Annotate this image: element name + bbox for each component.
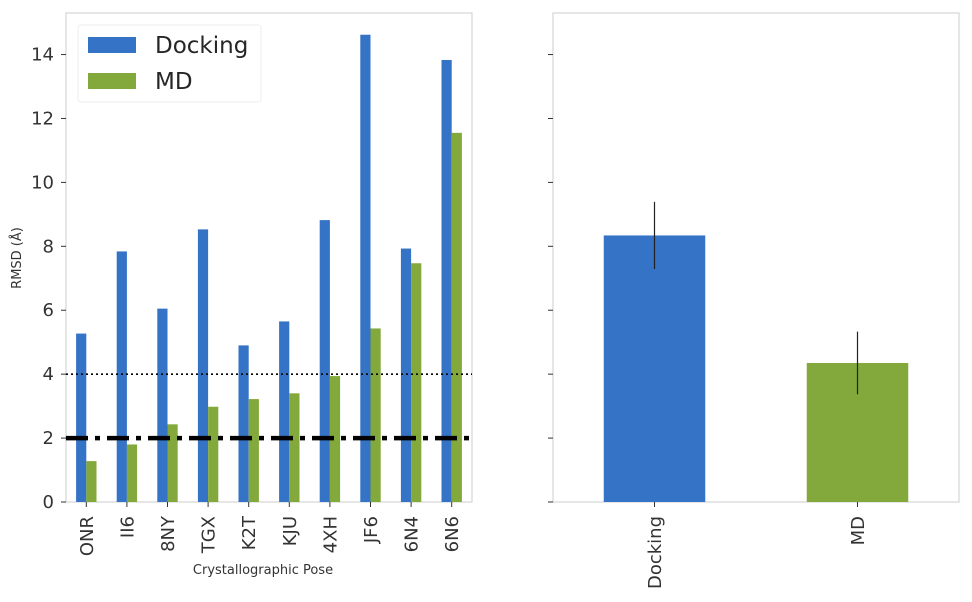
y-axis-title: RMSD (Å) <box>9 227 25 289</box>
y-tick-label: 12 <box>31 108 54 129</box>
y-tick-label: 8 <box>43 236 54 257</box>
y-tick-label: 4 <box>43 364 54 385</box>
y-tick-label: 0 <box>43 492 54 513</box>
y-tick-label: 2 <box>43 428 54 449</box>
docking-bar <box>157 308 168 502</box>
md-bar <box>451 132 462 502</box>
legend-swatch-docking <box>88 37 136 53</box>
x-tick-label: 4XH <box>320 516 341 553</box>
x-tick-label: 6N4 <box>402 516 423 552</box>
md-bar <box>329 376 341 502</box>
docking-bar <box>319 220 330 502</box>
legend-label: Docking <box>155 33 248 59</box>
docking-bar <box>116 251 127 502</box>
docking-bar <box>360 34 371 502</box>
x-tick-label: II6 <box>117 516 138 538</box>
md-bar <box>289 393 300 502</box>
docking-mean-bar <box>603 235 706 502</box>
docking-bar <box>441 59 452 502</box>
md-bar <box>370 328 381 502</box>
left-chart-panel: 0 2 4 6 8 10 12 14 ONR II6 8NY TGX K2T KJU 4XH JF6 6N4 6N… <box>9 12 473 578</box>
docking-bar <box>400 248 412 502</box>
y-tick-label: 14 <box>31 45 54 66</box>
x-tick-label: K2T <box>239 515 260 550</box>
x-tick-label: JF6 <box>361 516 382 544</box>
md-bar <box>411 263 422 502</box>
docking-bar <box>197 229 209 502</box>
md-bar <box>126 444 138 502</box>
md-bar <box>167 424 178 502</box>
docking-bar <box>76 333 87 502</box>
x-tick-label: ONR <box>77 516 98 556</box>
x-tick-label: Docking <box>645 516 666 589</box>
md-bar <box>208 406 219 502</box>
right-chart-panel: Docking MD <box>548 12 960 589</box>
legend: Docking MD <box>77 24 262 103</box>
docking-bar <box>238 345 249 502</box>
x-tick-label: MD <box>848 516 869 545</box>
legend-label: MD <box>155 69 193 95</box>
x-tick-label: KJU <box>280 516 301 546</box>
right-plot-frame <box>552 12 960 503</box>
legend-swatch-md <box>88 73 136 89</box>
y-tick-label: 10 <box>31 172 54 193</box>
x-tick-label: 6N6 <box>442 516 463 552</box>
x-axis-title: Crystallographic Pose <box>193 563 333 578</box>
y-tick-label: 6 <box>43 300 54 321</box>
x-tick-label: 8NY <box>158 515 179 552</box>
md-bar <box>86 461 97 502</box>
md-bar <box>248 399 259 502</box>
x-tick-label: TGX <box>199 516 220 554</box>
docking-bar <box>279 321 290 502</box>
left-plot-frame <box>65 12 473 503</box>
